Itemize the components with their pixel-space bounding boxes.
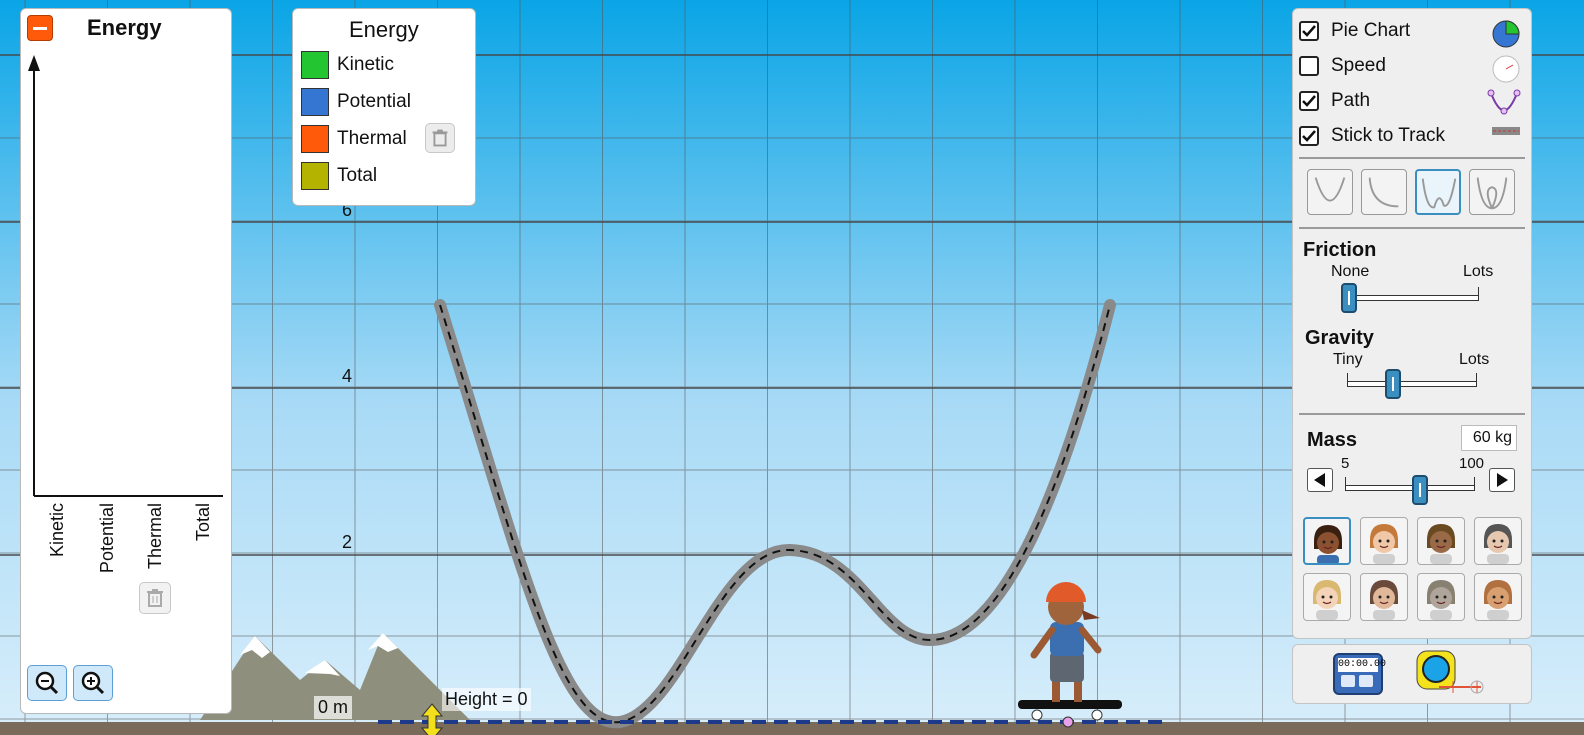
trash-icon [432, 129, 448, 147]
man-skater-avatar[interactable] [1474, 517, 1522, 565]
bar-label-total: Total [193, 503, 213, 542]
gravity-slider-track[interactable] [1347, 381, 1477, 387]
grid-label-2: 2 [342, 532, 353, 552]
option-label: Stick to Track [1331, 125, 1446, 146]
gravity-max-label: Lots [1459, 351, 1490, 368]
grid-label-0: 0 m [314, 696, 353, 719]
mass-title: Mass [1307, 429, 1358, 451]
checkbox[interactable] [1299, 56, 1319, 76]
zoom-out-button[interactable] [27, 665, 67, 701]
energy-graph-panel: Energy Kinetic Potential Thermal Total [20, 8, 232, 714]
legend-swatch-total [301, 162, 329, 190]
stopwatch-button[interactable]: 00:00.00 [1333, 653, 1386, 695]
dog-avatar[interactable] [1474, 573, 1522, 621]
track-shape-button[interactable] [1469, 169, 1515, 215]
legend-swatch-potential [301, 88, 329, 116]
cat-avatar[interactable] [1417, 573, 1465, 621]
clear-graph-button[interactable] [139, 582, 171, 614]
checkbox[interactable] [1299, 126, 1319, 146]
control-panel: Pie Chart Speed Path Stick to Track Frictio… [1292, 8, 1532, 639]
mass-slider-track[interactable] [1345, 485, 1475, 491]
zoom-in-button[interactable] [73, 665, 113, 701]
friction-slider-thumb[interactable] [1341, 283, 1357, 313]
grid-label-6: 6 [342, 200, 353, 220]
speedometer-icon [1491, 54, 1521, 89]
trash-icon [147, 589, 163, 607]
girl-skater-avatar[interactable] [1303, 517, 1351, 565]
option-stick-to-track[interactable]: Stick to Track [1297, 124, 1527, 154]
height-readout: Height = 0 [442, 688, 531, 711]
grid-label-4: 4 [342, 366, 353, 386]
option-speed[interactable]: Speed [1297, 54, 1527, 84]
measuring-tape-icon [1416, 650, 1484, 694]
skater[interactable] [1018, 582, 1122, 728]
ramp-track-icon [1368, 177, 1399, 208]
legend-label-thermal: Thermal [337, 128, 407, 149]
zoom-out-icon [35, 671, 59, 695]
option-pie-chart[interactable]: Pie Chart [1297, 19, 1527, 49]
mass-value: 60 kg [1472, 429, 1512, 446]
checkmark-icon [1302, 25, 1316, 37]
gravity-slider-thumb[interactable] [1384, 369, 1401, 399]
stopwatch-time: 00:00.00 [1338, 659, 1387, 670]
mass-increase-button[interactable] [1489, 468, 1515, 492]
zoom-in-icon [81, 671, 105, 695]
energy-legend-panel: Energy Kinetic Potential Thermal Total [292, 8, 476, 206]
legend-title: Energy [349, 17, 419, 42]
tools-panel: 00:00.00 [1292, 644, 1532, 704]
friction-min-label: None [1331, 263, 1370, 280]
kid-skater-avatar[interactable] [1360, 573, 1408, 621]
ground [0, 722, 1584, 735]
option-path[interactable]: Path [1297, 89, 1527, 119]
parabola-track-icon [1314, 177, 1346, 202]
arrow-left-icon [1314, 473, 1325, 487]
checkmark-icon [1302, 130, 1316, 142]
checkbox[interactable] [1299, 21, 1319, 41]
friction-max-label: Lots [1463, 263, 1494, 280]
arrow-right-icon [1497, 473, 1508, 487]
blonde-skater-avatar[interactable] [1303, 573, 1351, 621]
mass-value-box: 60 kg [1461, 425, 1517, 451]
energy-graph-title: Energy [87, 15, 162, 40]
friction-slider-track[interactable] [1349, 295, 1479, 301]
track-icon [1491, 124, 1521, 143]
gravity-title: Gravity [1305, 327, 1374, 349]
bar-label-kinetic: Kinetic [47, 503, 67, 558]
loop-track-icon [1476, 177, 1508, 210]
stopwatch-icon: 00:00.00 [1338, 658, 1386, 672]
measuring-tape-button[interactable] [1415, 647, 1489, 699]
energy-graph-axes [28, 55, 223, 497]
legend-label-kinetic: Kinetic [337, 54, 395, 75]
double-well-track-icon [1421, 178, 1457, 209]
path-icon [1487, 89, 1521, 120]
option-label: Pie Chart [1331, 20, 1411, 41]
bar-label-potential: Potential [97, 503, 117, 574]
mountains-background [200, 633, 470, 720]
pie-chart-icon [1491, 19, 1521, 54]
option-label: Path [1331, 90, 1371, 111]
height-arrow-icon[interactable] [420, 703, 444, 735]
mass-slider-thumb[interactable] [1412, 475, 1429, 505]
track-shape-button[interactable] [1307, 169, 1353, 215]
mass-max-label: 100 [1459, 455, 1485, 472]
mass-decrease-button[interactable] [1307, 468, 1333, 492]
bar-label-thermal: Thermal [145, 503, 165, 570]
checkmark-icon [1302, 95, 1316, 107]
woman-skater-avatar[interactable] [1417, 517, 1465, 565]
legend-swatch-thermal [301, 125, 329, 153]
track-shape-button[interactable] [1415, 169, 1461, 215]
minimize-button[interactable] [27, 15, 53, 41]
minus-icon [33, 27, 47, 30]
gravity-min-label: Tiny [1333, 351, 1363, 368]
legend-swatch-kinetic [301, 51, 329, 79]
clear-thermal-button[interactable] [425, 123, 455, 153]
boy-skater-avatar[interactable] [1360, 517, 1408, 565]
checkbox[interactable] [1299, 91, 1319, 111]
legend-label-potential: Potential [337, 91, 411, 112]
track-shape-button[interactable] [1361, 169, 1407, 215]
option-label: Speed [1331, 55, 1386, 76]
friction-title: Friction [1303, 239, 1377, 261]
legend-label-total: Total [337, 165, 378, 186]
mass-min-label: 5 [1341, 455, 1350, 472]
